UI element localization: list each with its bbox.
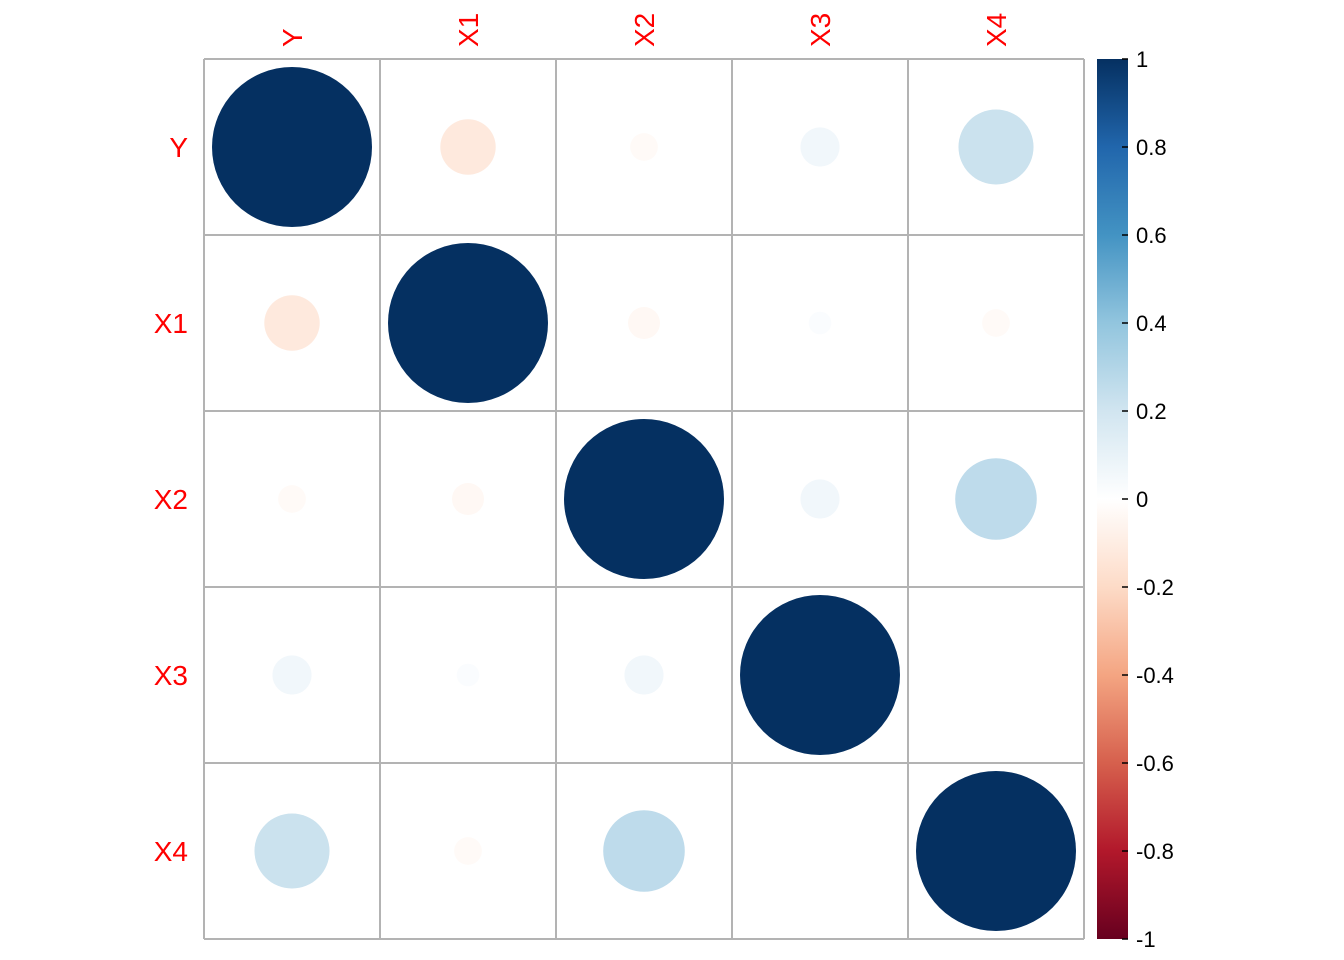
legend-tick-label: -0.8	[1136, 839, 1174, 864]
row-label-x1: X1	[154, 308, 188, 339]
legend-tick-label: 0.4	[1136, 311, 1167, 336]
corr-circle-x1-x4	[982, 309, 1010, 337]
row-label-y: Y	[169, 132, 188, 163]
col-label-x2: X2	[629, 13, 660, 47]
col-label-x1: X1	[453, 13, 484, 47]
corr-circle-x4-x1	[454, 837, 482, 865]
corr-circle-x4-x2	[603, 810, 685, 892]
grid	[203, 58, 1085, 940]
corr-circle-x1-x2	[628, 307, 660, 339]
legend-tick-label: -1	[1136, 927, 1156, 952]
corr-circle-x2-x3	[800, 479, 840, 519]
legend-tick-label: 0.6	[1136, 223, 1167, 248]
color-legend: 1 0.8 0.6 0.4 0.2 0 -0.2 -0.4 -0.6 -0.8 -1	[1097, 47, 1174, 952]
variable-labels: Y Y X1 X1 X2 X2 X3 X3 X4 X4	[154, 13, 1012, 867]
corr-circle-x1-x1	[388, 243, 548, 403]
col-label-x4: X4	[981, 13, 1012, 47]
corr-circle-y-y	[212, 67, 372, 227]
legend-tick-label: 1	[1136, 47, 1148, 72]
row-label-x2: X2	[154, 484, 188, 515]
col-label-y: Y	[277, 28, 308, 47]
legend-tick-label: -0.2	[1136, 575, 1174, 600]
row-label-x3: X3	[154, 660, 188, 691]
corr-circle-y-x1	[440, 119, 496, 175]
legend-tick-label: -0.4	[1136, 663, 1174, 688]
legend-tick-label: 0	[1136, 487, 1148, 512]
corr-circle-x1-y	[264, 295, 320, 351]
corr-circle-x2-x2	[564, 419, 724, 579]
corr-circle-x4-x4	[916, 771, 1076, 931]
corr-circle-y-x3	[800, 127, 840, 167]
corr-circle-y-x2	[630, 133, 658, 161]
corr-circle-x3-y	[272, 655, 312, 695]
legend-tick-label: 0.2	[1136, 399, 1167, 424]
corr-circle-x2-x4	[955, 458, 1037, 540]
legend-tick-label: 0.8	[1136, 135, 1167, 160]
corr-circle-x1-x3	[808, 311, 832, 335]
corr-circle-x3-x2	[624, 655, 664, 695]
corr-circle-x2-x1	[452, 483, 484, 515]
correlation-circles	[212, 67, 1076, 931]
corr-circle-x2-y	[278, 485, 306, 513]
row-label-x4: X4	[154, 836, 188, 867]
legend-tick-label: -0.6	[1136, 751, 1174, 776]
corr-circle-x4-y	[254, 813, 330, 889]
col-label-x3: X3	[805, 13, 836, 47]
corr-circle-y-x4	[958, 109, 1034, 185]
corr-circle-x3-x3	[740, 595, 900, 755]
corr-circle-x3-x1	[456, 663, 480, 687]
